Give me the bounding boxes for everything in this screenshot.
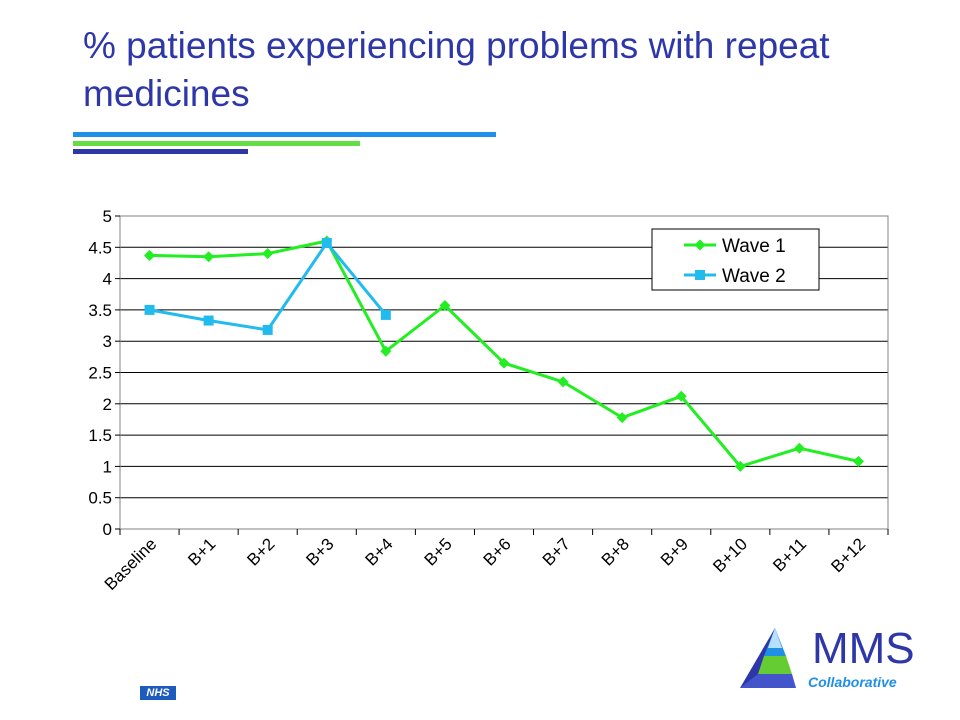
y-axis-ticks: 0 0.5 1 1.5 2 2.5 3 3.5 4 4.5 5 xyxy=(88,207,120,539)
x-tick-label: B+12 xyxy=(827,534,869,576)
x-tick-label: B+8 xyxy=(598,534,633,569)
x-axis-ticks: Baseline B+1 B+2 B+3 B+4 B+5 B+6 B+7 B+8 B+9 B+10 B… xyxy=(101,529,889,594)
data-point xyxy=(439,300,451,312)
x-tick-label: B+4 xyxy=(362,534,397,569)
data-point xyxy=(616,412,628,424)
data-point xyxy=(852,455,864,467)
x-tick-label: B+2 xyxy=(243,534,278,569)
x-tick-label: B+6 xyxy=(480,534,515,569)
mms-pyramid-icon xyxy=(740,628,796,688)
data-point xyxy=(203,315,214,326)
y-tick-label: 1.5 xyxy=(88,426,112,445)
legend: Wave 1 Wave 2 xyxy=(651,228,820,291)
title-underline-navy xyxy=(73,149,248,154)
x-tick-label: B+9 xyxy=(657,534,692,569)
data-point xyxy=(321,237,332,248)
legend-marker xyxy=(694,239,706,251)
y-tick-label: 4 xyxy=(103,270,112,289)
data-point xyxy=(675,390,687,402)
data-point xyxy=(262,248,274,260)
data-point xyxy=(734,460,746,472)
data-point xyxy=(203,251,215,263)
nhs-logo: NHS xyxy=(140,686,176,700)
data-point xyxy=(144,304,155,315)
data-point xyxy=(380,309,391,320)
y-tick-label: 4.5 xyxy=(88,238,112,257)
data-point xyxy=(793,442,805,454)
y-tick-label: 0 xyxy=(103,520,112,539)
mms-brand-subtitle: Collaborative xyxy=(808,674,897,690)
legend-marker xyxy=(695,270,705,280)
title-underline-blue xyxy=(73,132,496,137)
y-tick-label: 0.5 xyxy=(88,489,112,508)
data-point xyxy=(498,357,510,369)
x-tick-label: B+7 xyxy=(539,534,574,569)
legend-label: Wave 2 xyxy=(722,266,786,287)
data-point xyxy=(144,249,156,261)
title-underline-green xyxy=(73,141,360,146)
x-tick-label: B+3 xyxy=(302,534,337,569)
y-tick-label: 1 xyxy=(103,457,112,476)
y-tick-label: 2.5 xyxy=(88,364,112,383)
x-tick-label: Baseline xyxy=(101,534,161,594)
x-tick-label: B+5 xyxy=(421,534,456,569)
x-tick-label: B+11 xyxy=(769,534,810,575)
data-point xyxy=(557,376,569,388)
data-point xyxy=(262,324,273,335)
y-tick-label: 3.5 xyxy=(88,301,112,320)
y-tick-label: 3 xyxy=(103,332,112,351)
slide-title: % patients experiencing problems with re… xyxy=(83,25,830,114)
x-tick-label: B+10 xyxy=(709,534,751,576)
y-tick-label: 2 xyxy=(103,395,112,414)
legend-box xyxy=(651,228,820,291)
y-tick-label: 5 xyxy=(103,207,112,226)
x-tick-label: B+1 xyxy=(184,534,219,569)
legend-label: Wave 1 xyxy=(722,236,786,257)
data-point xyxy=(380,345,392,357)
mms-brand-name: MMS xyxy=(812,624,915,673)
series-lines xyxy=(144,235,864,472)
